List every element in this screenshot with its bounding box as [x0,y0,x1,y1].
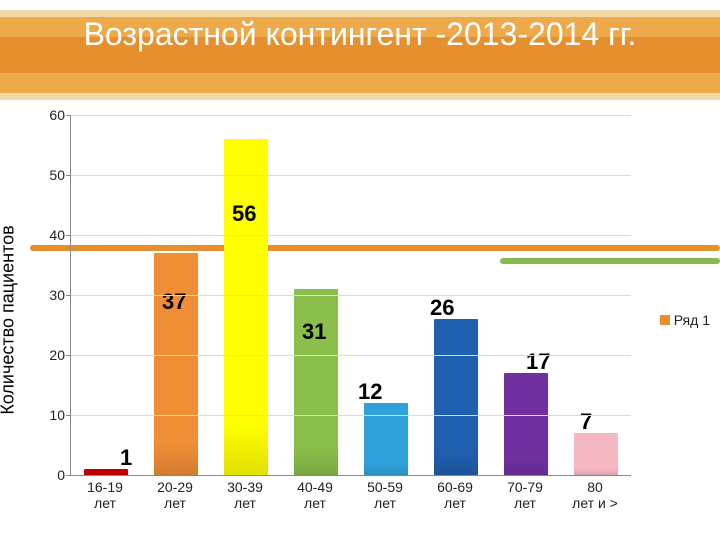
bar-shadow [616,435,621,477]
bar-value-label: 26 [430,295,454,321]
y-tick-label: 60 [49,107,71,123]
bar [574,433,617,475]
bar-value-label: 17 [526,349,550,375]
x-tick-label: 16-19лет [68,479,142,511]
y-tick-label: 10 [49,407,71,423]
x-tick-label: 50-59лет [348,479,422,511]
x-tick-label: 60-69лет [418,479,492,511]
bar-shadow [546,375,551,477]
grid-line [71,235,631,236]
bar [154,253,197,475]
grid-line [71,115,631,116]
bar-shadow [196,255,201,477]
grid-line [71,415,631,416]
bar [294,289,337,475]
y-tick-label: 20 [49,347,71,363]
legend: Ряд 1 [660,312,710,328]
bar [224,139,267,475]
y-tick-label: 50 [49,167,71,183]
x-tick-label: 20-29лет [138,479,212,511]
bar-value-label: 31 [302,319,326,345]
chart-area: Количество пациентов 13756311226177 0102… [0,105,720,535]
bar [364,403,407,475]
y-axis-label: Количество пациентов [0,225,19,414]
grid-line [71,295,631,296]
y-tick-label: 40 [49,227,71,243]
slide-title: Возрастной контингент -2013-2014 гг. [0,14,720,54]
bar-value-label: 7 [580,409,592,435]
bar-value-label: 37 [162,289,186,315]
x-tick-label: 80лет и > [558,479,632,511]
y-tick-label: 30 [49,287,71,303]
plot-region: 13756311226177 0102030405060 [70,115,631,476]
x-tick-label: 40-49лет [278,479,352,511]
x-tick-label: 70-79лет [488,479,562,511]
grid-line [71,175,631,176]
bar-value-label: 1 [120,445,132,471]
grid-line [71,355,631,356]
x-tick-label: 30-39лет [208,479,282,511]
bar [504,373,547,475]
bar-shadow [336,291,341,477]
bar [434,319,477,475]
slide: Возрастной контингент -2013-2014 гг. Кол… [0,0,720,540]
legend-swatch [660,315,670,325]
bar-shadow [476,321,481,477]
bar-shadow [266,141,271,477]
bar-value-label: 56 [232,201,256,227]
bar-value-label: 12 [358,379,382,405]
x-axis-labels: 16-19лет20-29лет30-39лет40-49лет50-59лет… [70,477,630,527]
legend-label: Ряд 1 [674,312,710,328]
